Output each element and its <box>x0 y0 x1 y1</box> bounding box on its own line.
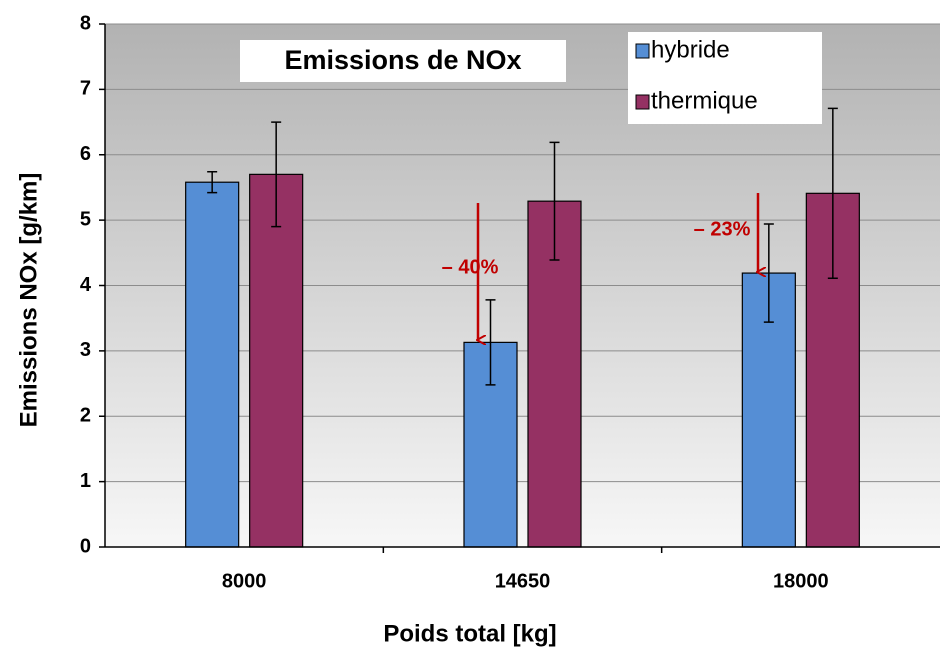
x-tick-label: 18000 <box>773 570 829 592</box>
legend-label: thermique <box>651 87 758 114</box>
y-axis-label: Emissions NOx [g/km] <box>15 173 42 428</box>
error-bar <box>549 141 560 261</box>
title-box <box>240 40 566 82</box>
error-bar <box>827 107 838 280</box>
chart-title: Emissions de NOx <box>284 45 521 75</box>
y-tick-label: 5 <box>80 208 91 230</box>
annotation: – 40% <box>442 256 499 278</box>
error-bar <box>207 170 218 194</box>
legend <box>628 32 822 124</box>
y-tick-label: 3 <box>80 339 91 361</box>
error-bar <box>485 299 496 386</box>
bar <box>249 173 304 548</box>
y-tick-label: 2 <box>80 405 91 427</box>
y-tick-label: 4 <box>80 274 92 296</box>
legend-swatch <box>635 94 650 110</box>
legend-label: hybride <box>651 36 730 63</box>
y-tick-label: 0 <box>80 535 91 557</box>
y-tick-label: 6 <box>80 143 91 165</box>
bar <box>185 181 240 548</box>
y-tick-label: 1 <box>80 470 91 492</box>
x-axis-label: Poids total [kg] <box>383 620 556 647</box>
y-tick-label: 8 <box>80 12 91 34</box>
legend-swatch <box>635 43 650 59</box>
x-tick-label: 8000 <box>222 570 267 592</box>
annotation: – 23% <box>694 218 751 240</box>
error-bar <box>271 121 282 228</box>
x-tick-label: 14650 <box>495 570 551 592</box>
y-tick-label: 7 <box>80 78 91 100</box>
error-bar <box>763 223 774 323</box>
